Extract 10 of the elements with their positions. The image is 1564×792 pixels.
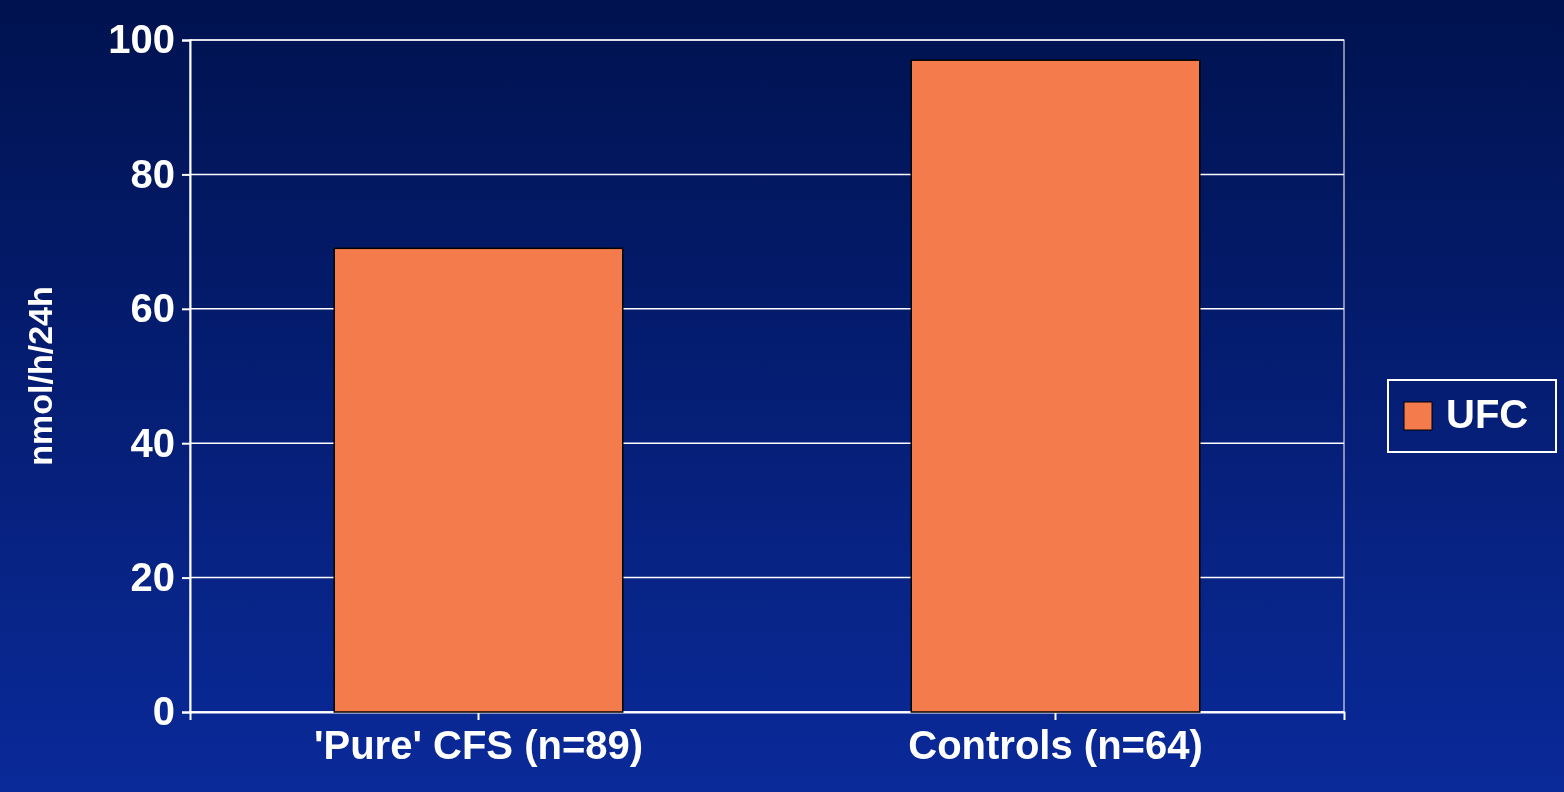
y-axis-title: nmol/h/24h <box>21 286 59 466</box>
y-tick-label: 0 <box>152 689 175 734</box>
y-tick-label: 100 <box>108 17 175 62</box>
x-tick-label: 'Pure' CFS (n=89) <box>313 723 644 767</box>
y-tick-label: 80 <box>130 151 175 196</box>
y-tick-label: 60 <box>130 286 175 331</box>
y-tick-label: 20 <box>130 554 175 599</box>
y-tick-label: 40 <box>130 420 175 465</box>
x-tick-label: Controls (n=64) <box>908 723 1203 767</box>
legend-label: UFC <box>1446 392 1529 436</box>
